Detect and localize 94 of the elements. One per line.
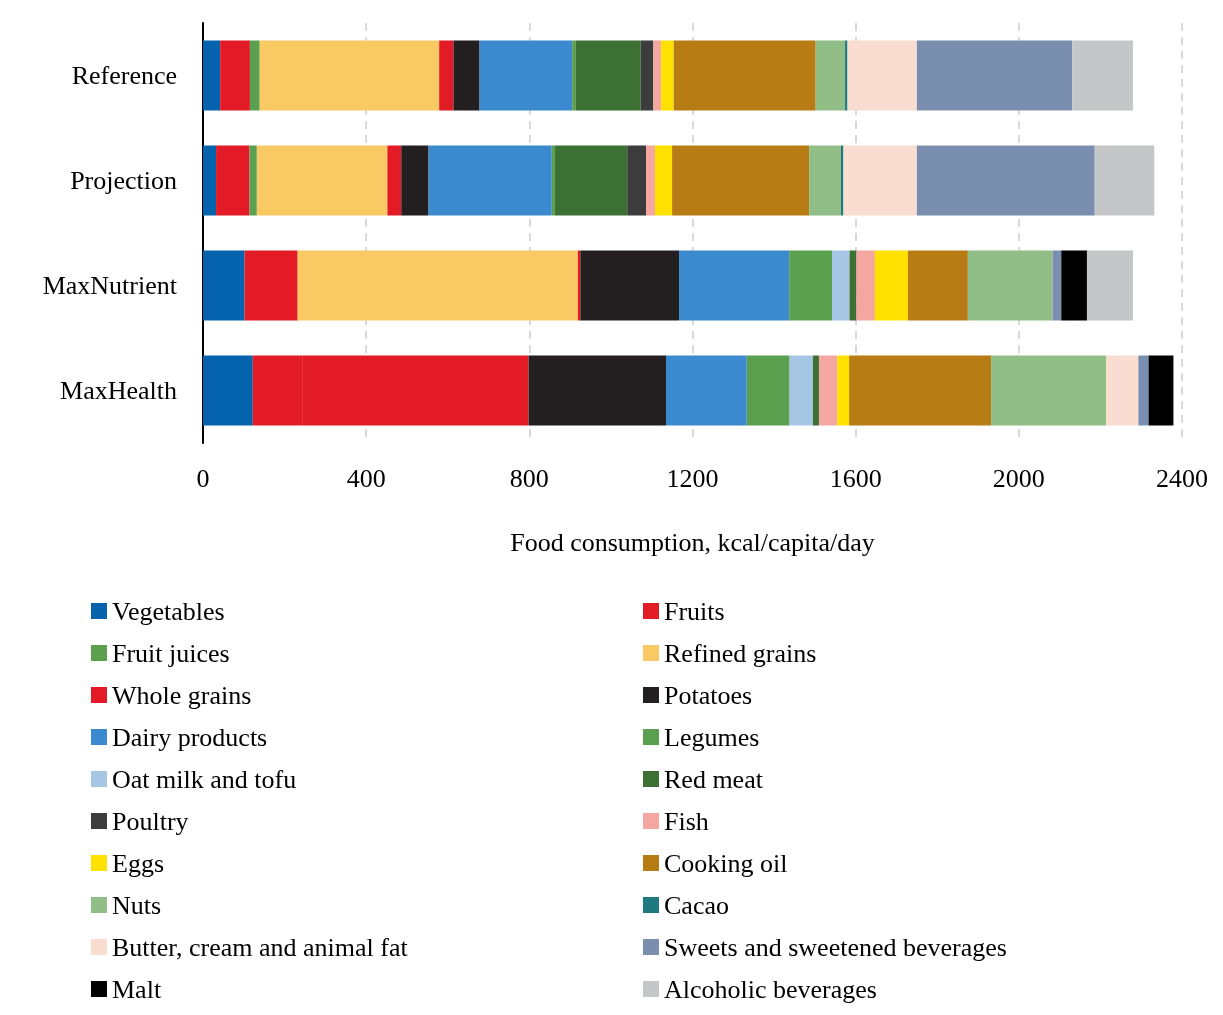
bar [575,40,641,111]
bar [991,355,1107,426]
bar [220,40,250,111]
bar [1106,355,1139,426]
legend-label: Red meat [664,764,764,794]
bar [789,250,833,321]
bar [1094,145,1155,216]
bar [428,145,552,216]
legend-label: Fruits [664,596,725,626]
bar [259,40,440,111]
legend-label: Whole grains [112,680,252,710]
bar [843,145,917,216]
y-tick-label: MaxNutrient [42,271,178,300]
bar [387,145,402,216]
legend-label: Refined grains [664,638,817,668]
bar [653,40,662,111]
bar [401,145,429,216]
legend-label: Nuts [112,890,162,920]
x-tick-label: 2400 [1156,463,1208,493]
legend-label: Fish [664,806,709,836]
bar [646,145,655,216]
y-tick-label: Projection [70,166,177,195]
legend-label: Sweets and sweetened beverages [664,932,1007,962]
bar [665,355,747,426]
bar [789,355,813,426]
bar [679,250,790,321]
legend-label: Malt [112,974,162,1004]
bar [849,355,992,426]
x-tick-label: 0 [196,463,210,493]
bar [439,40,454,111]
bar [555,145,628,216]
bar [528,355,666,426]
x-tick-label: 400 [346,463,386,493]
bar [627,145,646,216]
bar [256,145,388,216]
x-tick-label: 800 [509,463,549,493]
bar [216,145,250,216]
bar [580,250,680,321]
bar [916,145,1095,216]
bar [551,145,556,216]
bar [479,40,573,111]
bar [832,250,850,321]
bar [453,40,480,111]
bar [967,250,1053,321]
bar [746,355,790,426]
bar [249,40,260,111]
x-tick-label: 1600 [829,463,882,493]
x-tick-label: 1200 [666,463,719,493]
bar [916,40,1073,111]
bar [809,145,841,216]
legend-label: Oat milk and tofu [112,764,297,794]
bar [203,250,245,321]
bar [640,40,654,111]
bar [1148,355,1174,426]
bar [249,145,257,216]
bar [297,250,578,321]
bar [1052,250,1062,321]
bar [818,355,838,426]
bar [845,40,848,111]
bar [837,355,850,426]
legend-label: Eggs [112,848,164,878]
bar [815,40,846,111]
bar [1072,40,1134,111]
legend-label: Vegetables [112,596,225,626]
bar [672,145,810,216]
bar [856,250,875,321]
legend-label: Butter, cream and animal fat [112,932,409,962]
bar [1061,250,1087,321]
bar [203,145,217,216]
bar [203,40,221,111]
bar [572,40,576,111]
bar [673,40,816,111]
legend-label: Legumes [664,722,760,752]
bar [812,355,819,426]
bar [203,355,253,426]
bar [1138,355,1149,426]
bar [244,250,298,321]
legend-label: Cacao [664,890,729,920]
bar [847,40,917,111]
bar [874,250,908,321]
legend-label: Dairy products [112,722,268,752]
legend-label: Potatoes [664,680,753,710]
y-tick-label: Reference [71,61,177,90]
legend-label: Alcoholic beverages [664,974,877,1004]
legend-label: Cooking oil [664,848,788,878]
bar [661,40,674,111]
legend-label: Fruit juices [112,638,230,668]
bar [1086,250,1134,321]
legend-label: Poultry [112,806,189,836]
bar [907,250,968,321]
x-axis-title: Food consumption, kcal/capita/day [510,527,875,557]
y-tick-label: MaxHealth [60,376,177,405]
x-tick-label: 2000 [992,463,1045,493]
bar [654,145,673,216]
